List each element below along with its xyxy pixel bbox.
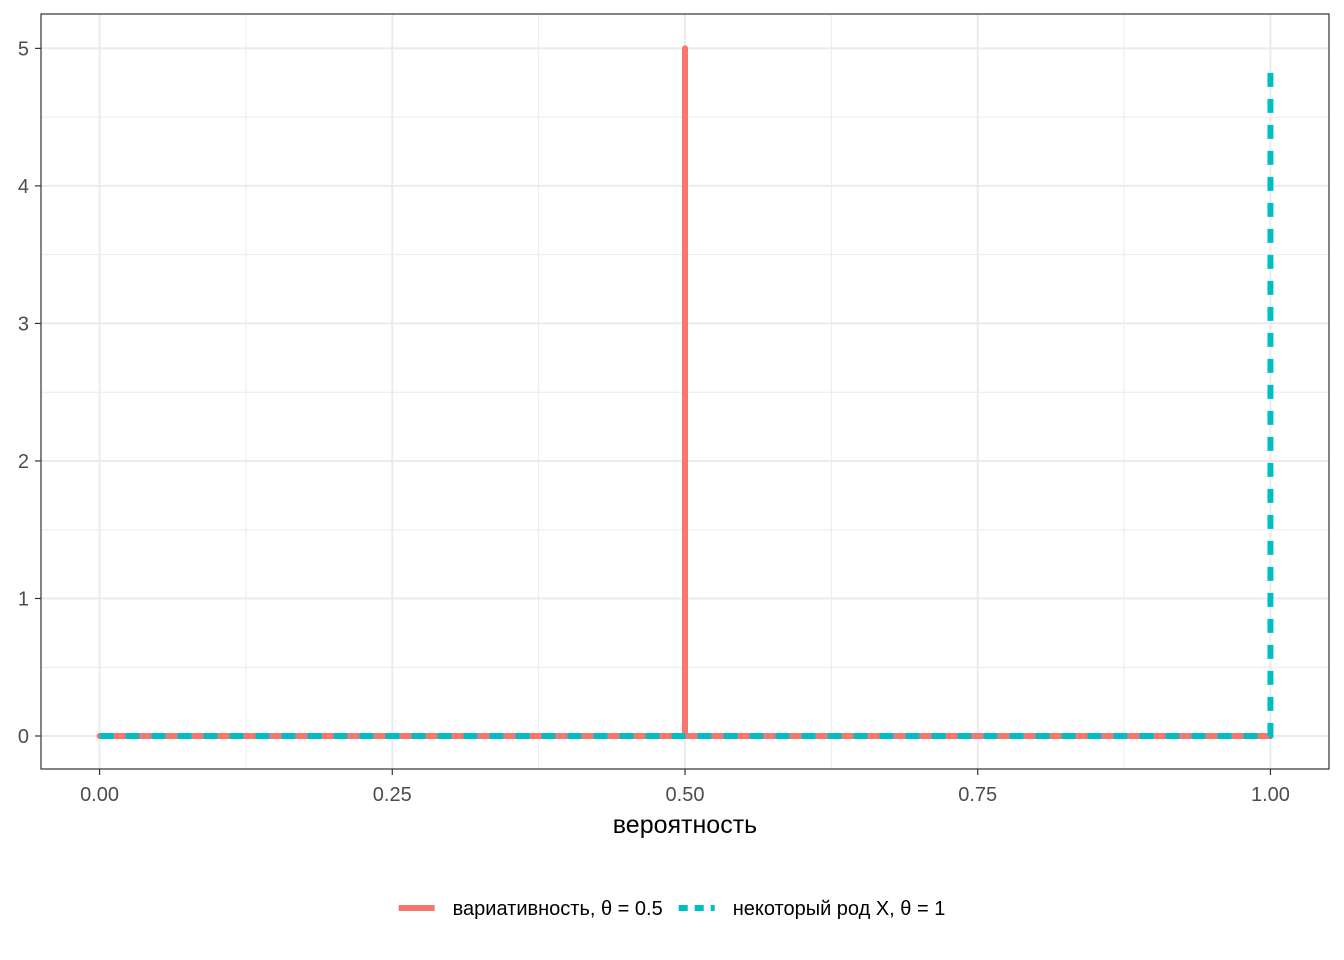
y-axis: 0 1 2 3 4 5 [18, 38, 41, 748]
legend-item-2: некоторый род X, θ = 1 [678, 898, 946, 920]
y-tick-label: 5 [18, 38, 29, 60]
x-axis: 0.00 0.25 0.50 0.75 1.00 [80, 769, 1290, 806]
legend-label-2: некоторый род X, θ = 1 [733, 898, 946, 920]
y-tick-label: 4 [18, 176, 29, 198]
y-tick-label: 0 [18, 726, 29, 748]
x-tick-label: 0.00 [80, 784, 119, 806]
legend-label-1: вариативность, θ = 0.5 [453, 898, 663, 920]
series-lines [96, 45, 1274, 739]
legend: вариативность, θ = 0.5 некоторый род X, θ… [398, 898, 946, 920]
legend-item-1: вариативность, θ = 0.5 [398, 898, 663, 920]
x-tick-label: 0.25 [373, 784, 412, 806]
x-tick-label: 0.50 [666, 784, 705, 806]
series-line-2 [99, 62, 1274, 739]
x-tick-label: 1.00 [1251, 784, 1290, 806]
y-tick-label: 1 [18, 588, 29, 610]
y-tick-label: 2 [18, 451, 29, 473]
x-tick-label: 0.75 [958, 784, 997, 806]
x-axis-title: вероятность [613, 811, 757, 839]
y-tick-label: 3 [18, 313, 29, 335]
